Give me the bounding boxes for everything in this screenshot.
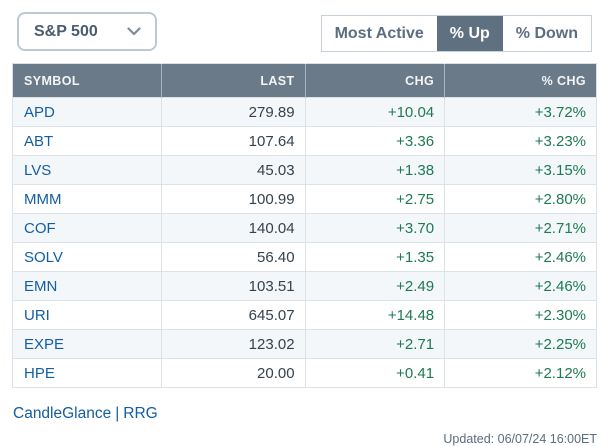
pct-chg-cell: +2.12% [444, 358, 597, 388]
pct-chg-cell: +2.80% [444, 184, 597, 214]
symbol-cell: ABT [12, 126, 162, 156]
movers-table: SYMBOL LAST CHG % CHG APD 279.89 +10.04 +3.… [12, 63, 597, 388]
table-row: APD 279.89 +10.04 +3.72% [12, 97, 597, 127]
pct-chg-cell: +2.71% [444, 213, 597, 243]
tab-most-active[interactable]: Most Active [334, 24, 424, 42]
symbol-link[interactable]: HPE [24, 365, 55, 382]
pct-chg-cell: +2.30% [444, 300, 597, 330]
table-header-row: SYMBOL LAST CHG % CHG [12, 63, 597, 98]
column-header-last[interactable]: LAST [161, 63, 306, 98]
column-header-pct-chg[interactable]: % CHG [444, 63, 597, 98]
table-row: ABT 107.64 +3.36 +3.23% [12, 126, 597, 156]
chg-cell: +1.38 [304, 155, 446, 185]
chg-cell: +10.04 [304, 97, 446, 127]
pct-chg-cell: +3.23% [444, 126, 597, 156]
symbol-link[interactable]: MMM [24, 191, 62, 208]
symbol-cell: LVS [12, 155, 162, 185]
index-selector-dropdown[interactable]: S&P 500 [17, 12, 157, 51]
rrg-link[interactable]: RRG [123, 405, 158, 422]
column-header-chg[interactable]: CHG [305, 63, 446, 98]
last-cell: 107.64 [160, 126, 306, 156]
chg-cell: +1.35 [304, 242, 446, 272]
table-row: EMN 103.51 +2.49 +2.46% [12, 271, 597, 301]
table-row: URI 645.07 +14.48 +2.30% [12, 300, 597, 330]
table-row: HPE 20.00 +0.41 +2.12% [12, 358, 597, 388]
last-cell: 103.51 [160, 271, 306, 301]
last-cell: 56.40 [160, 242, 306, 272]
pct-chg-cell: +2.46% [444, 242, 597, 272]
symbol-cell: APD [12, 97, 162, 127]
symbol-cell: EXPE [12, 329, 162, 359]
chg-cell: +14.48 [304, 300, 446, 330]
view-tabs: Most Active % Up % Down [320, 15, 592, 52]
pct-chg-cell: +3.72% [444, 97, 597, 127]
chg-cell: +0.41 [304, 358, 446, 388]
table-row: EXPE 123.02 +2.71 +2.25% [12, 329, 597, 359]
symbol-cell: COF [12, 213, 162, 243]
chg-cell: +2.75 [304, 184, 446, 214]
toolbar: S&P 500 Most Active % Up % Down [17, 12, 592, 52]
chg-cell: +3.70 [304, 213, 446, 243]
pct-chg-cell: +2.25% [444, 329, 597, 359]
last-cell: 645.07 [160, 300, 306, 330]
symbol-cell: MMM [12, 184, 162, 214]
chg-cell: +2.49 [304, 271, 446, 301]
updated-timestamp: Updated: 06/07/24 16:00ET [443, 432, 597, 446]
symbol-cell: HPE [12, 358, 162, 388]
symbol-link[interactable]: URI [24, 307, 50, 324]
link-separator: | [115, 405, 120, 422]
table-row: SOLV 56.40 +1.35 +2.46% [12, 242, 597, 272]
last-cell: 20.00 [160, 358, 306, 388]
symbol-link[interactable]: ABT [24, 133, 54, 150]
last-cell: 123.02 [160, 329, 306, 359]
pct-chg-cell: +3.15% [444, 155, 597, 185]
pct-chg-cell: +2.46% [444, 271, 597, 301]
symbol-link[interactable]: APD [24, 104, 55, 121]
index-selector-value: S&P 500 [34, 22, 98, 40]
last-cell: 45.03 [160, 155, 306, 185]
column-header-symbol[interactable]: SYMBOL [12, 63, 162, 98]
symbol-link[interactable]: COF [24, 220, 56, 237]
table-row: MMM 100.99 +2.75 +2.80% [12, 184, 597, 214]
table-row: COF 140.04 +3.70 +2.71% [12, 213, 597, 243]
chg-cell: +3.36 [304, 126, 446, 156]
tab-percent-up[interactable]: % Up [436, 16, 503, 51]
last-cell: 140.04 [160, 213, 306, 243]
symbol-cell: EMN [12, 271, 162, 301]
candleglance-link[interactable]: CandleGlance [13, 405, 112, 422]
symbol-link[interactable]: LVS [24, 162, 52, 179]
chg-cell: +2.71 [304, 329, 446, 359]
last-cell: 279.89 [160, 97, 306, 127]
symbol-cell: SOLV [12, 242, 162, 272]
footer-links: CandleGlance | RRG [13, 405, 609, 423]
table-row: LVS 45.03 +1.38 +3.15% [12, 155, 597, 185]
symbol-link[interactable]: EXPE [24, 336, 65, 353]
chevron-down-icon [127, 23, 141, 41]
tab-percent-down[interactable]: % Down [515, 24, 578, 42]
symbol-link[interactable]: EMN [24, 278, 58, 295]
symbol-cell: URI [12, 300, 162, 330]
symbol-link[interactable]: SOLV [24, 249, 63, 266]
last-cell: 100.99 [160, 184, 306, 214]
